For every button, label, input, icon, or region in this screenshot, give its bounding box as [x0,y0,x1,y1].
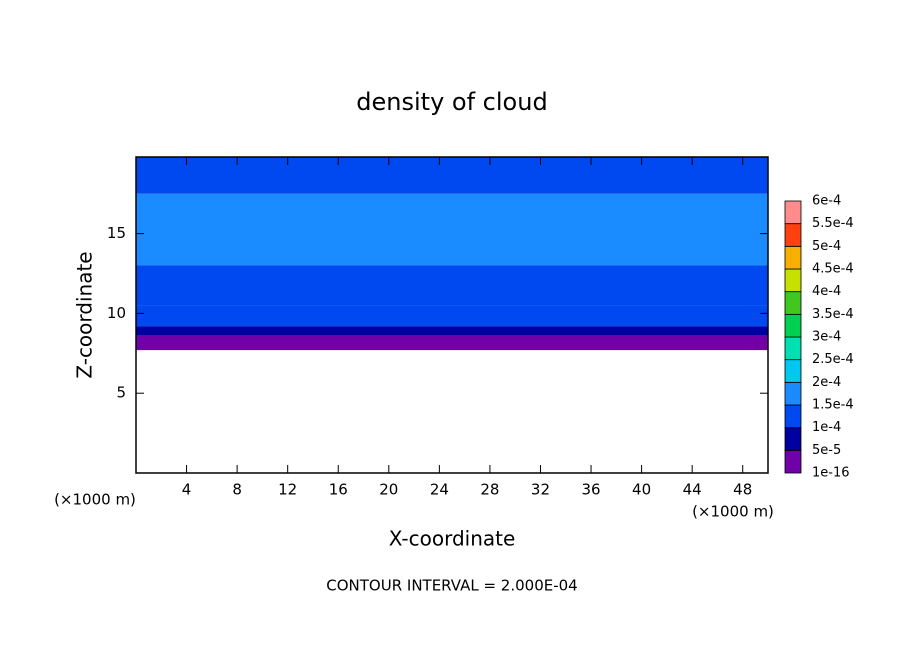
colorbar-box [784,427,802,451]
contour-band [136,193,768,266]
x-tick-label: 44 [683,481,702,499]
colorbar-label: 5e-5 [812,443,841,458]
x-tick-label: 28 [480,481,499,499]
colorbar-label: 3e-4 [812,330,841,345]
contour-band [136,265,768,306]
plot-frame [135,156,769,474]
x-tick-label: 12 [278,481,297,499]
colorbar-box [784,223,802,247]
colorbar-label: 4.5e-4 [812,262,854,277]
x-unit-label: (×1000 m) [692,503,774,521]
colorbar-label: 5.5e-4 [812,216,854,231]
x-tick-label: 24 [430,481,449,499]
colorbar-label: 2.5e-4 [812,352,854,367]
colorbar-box [784,381,802,406]
contour-band [136,335,768,351]
y-axis-label: Z-coordinate [73,251,97,378]
colorbar-box [784,291,802,315]
contour-note: CONTOUR INTERVAL = 2.000E-04 [326,577,577,595]
chart-title: density of cloud [356,88,547,116]
contour-band [136,305,768,327]
colorbar-box [784,200,802,225]
colorbar-box [784,404,802,429]
colorbar-box [784,449,802,474]
colorbar-label: 3.5e-4 [812,307,854,322]
x-tick-label: 40 [632,481,651,499]
colorbar-label: 5e-4 [812,239,841,254]
x-axis-label: X-coordinate [389,527,516,551]
colorbar-box [784,245,802,270]
y-tick-label: 5 [116,384,126,402]
x-tick-label: 32 [531,481,550,499]
colorbar-label: 1e-16 [812,466,850,481]
colorbar-label: 1e-4 [812,420,841,435]
x-tick-label: 16 [329,481,348,499]
y-tick-label: 10 [107,304,126,322]
contour-band [136,157,768,194]
colorbar-box [784,268,802,293]
colorbar-label: 1.5e-4 [812,398,854,413]
x-tick-label: 4 [182,481,192,499]
x-tick-label: 20 [379,481,398,499]
contour-band [136,326,768,336]
colorbar-label: 4e-4 [812,284,841,299]
colorbar-label: 6e-4 [812,194,841,209]
colorbar-box [784,359,802,383]
colorbar-box [784,313,802,338]
colorbar-box [784,336,802,361]
y-tick-label: 15 [107,224,126,242]
x-tick-label: 8 [232,481,242,499]
x-tick-label: 36 [581,481,600,499]
x-tick-label: 48 [733,481,752,499]
y-unit-label: (×1000 m) [54,491,136,509]
colorbar-label: 2e-4 [812,375,841,390]
